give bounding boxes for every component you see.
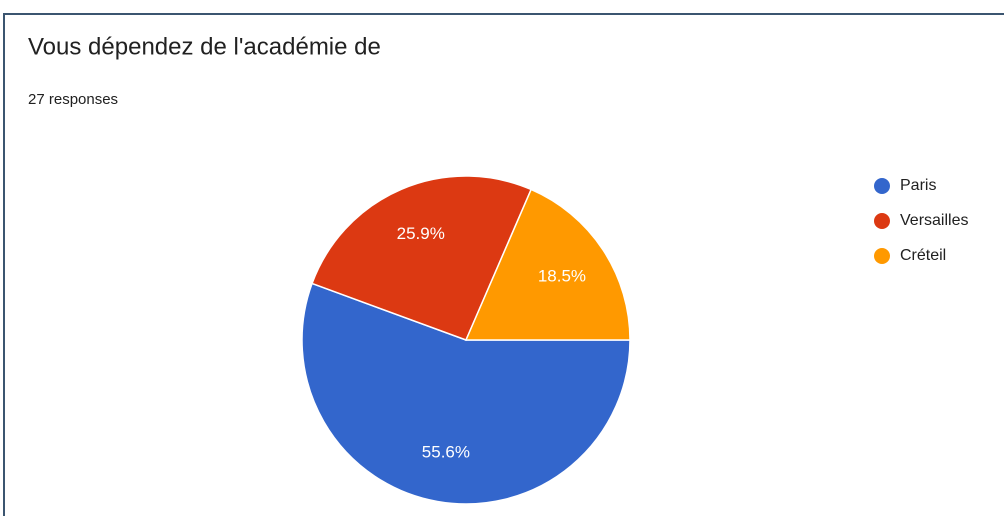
legend-swatch xyxy=(874,178,890,194)
chart-title: Vous dépendez de l'académie de xyxy=(28,33,381,60)
legend-label: Paris xyxy=(900,177,936,194)
legend-swatch xyxy=(874,213,890,229)
legend-swatch xyxy=(874,248,890,264)
pie-slice xyxy=(311,175,533,341)
slice-label: 25.9% xyxy=(397,224,445,243)
legend-label: Créteil xyxy=(900,247,946,264)
pie-slice xyxy=(301,282,631,505)
pie-slice xyxy=(464,188,631,341)
subtitle: 27 responses xyxy=(28,91,118,108)
slice-label: 55.6% xyxy=(422,443,470,462)
legend-label: Versailles xyxy=(900,212,968,229)
slice-label: 18.5% xyxy=(538,266,586,285)
